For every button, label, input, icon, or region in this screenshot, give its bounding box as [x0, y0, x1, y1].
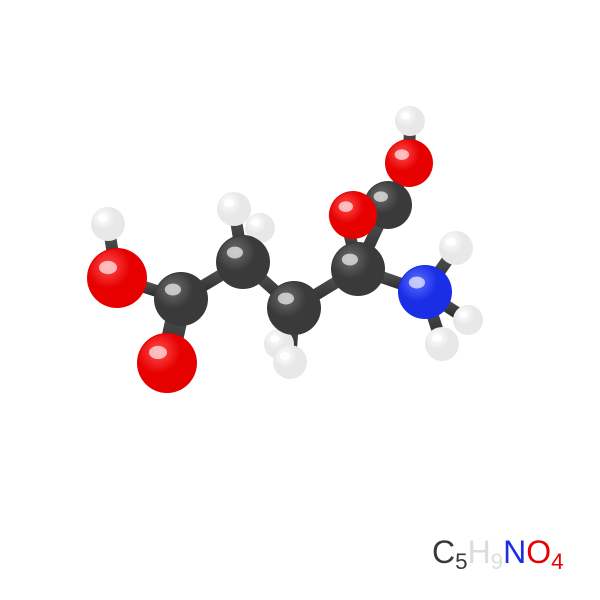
formula-part: H9 — [468, 534, 504, 571]
chemical-formula: C5H9NO4 — [432, 534, 564, 571]
atom-h — [273, 345, 307, 379]
atom-c — [216, 235, 270, 289]
atom-h — [395, 106, 425, 136]
atom-o — [385, 139, 433, 187]
atom-c — [331, 242, 385, 296]
formula-part: O4 — [526, 534, 563, 571]
formula-part: N — [503, 534, 526, 571]
atom-o — [329, 191, 377, 239]
molecule-diagram — [0, 0, 600, 600]
atom-h — [91, 207, 125, 241]
atom-h — [217, 192, 251, 226]
formula-part: C5 — [432, 534, 468, 571]
atom-o — [137, 333, 197, 393]
atom-n — [398, 265, 452, 319]
atom-c — [154, 272, 208, 326]
atom-o — [87, 248, 147, 308]
atom-h — [453, 305, 483, 335]
atom-h — [425, 327, 459, 361]
atom-c — [267, 281, 321, 335]
atom-h — [439, 231, 473, 265]
atoms — [87, 106, 483, 393]
